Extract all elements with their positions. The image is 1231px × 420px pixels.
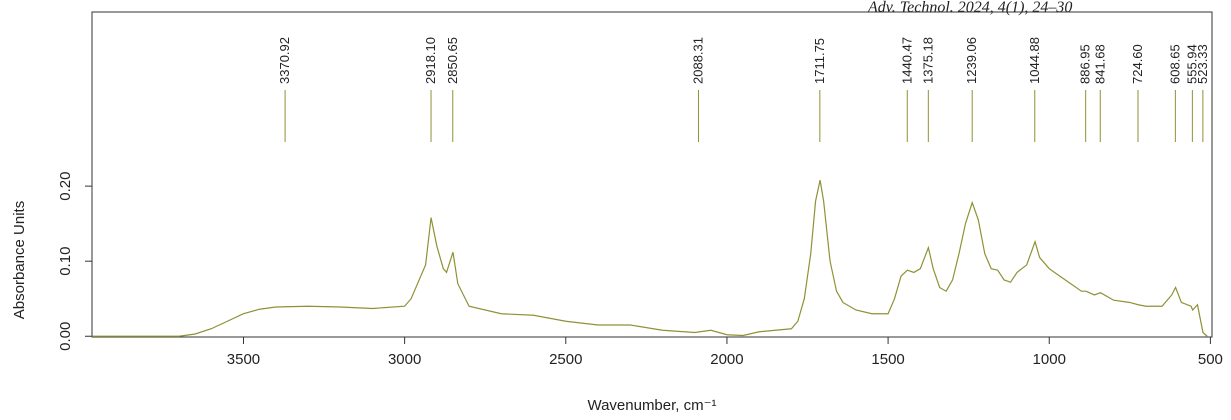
x-tick-label: 1000 [1033, 351, 1066, 368]
peak-label: 2088.31 [690, 37, 705, 84]
y-tick-label: 0.10 [57, 247, 74, 276]
y-tick-label: 0.20 [57, 172, 74, 201]
y-tick-label: 0.00 [57, 322, 74, 351]
peak-label: 555.94 [1184, 44, 1199, 84]
peak-label: 523.33 [1195, 44, 1210, 84]
x-tick-label: 500 [1198, 351, 1223, 368]
peak-label: 724.60 [1130, 44, 1145, 84]
x-tick-label: 1500 [871, 351, 904, 368]
peak-label: 2918.10 [423, 37, 438, 84]
x-tick-label: 3000 [388, 351, 421, 368]
source: Adv. Technol. 2024, 4(1), 24–30 [867, 0, 1072, 16]
peak-label: 1711.75 [812, 38, 827, 84]
x-tick-label: 2000 [710, 351, 743, 368]
x-axis-label: Wavenumber, cm⁻¹ [587, 397, 716, 414]
peak-label: 1375.18 [920, 37, 935, 84]
spectrum-line [92, 180, 1208, 337]
peak-label: 1440.47 [899, 37, 914, 84]
peak-label: 608.65 [1167, 44, 1182, 84]
x-tick-label: 3500 [227, 351, 260, 368]
x-tick-label: 2500 [549, 351, 582, 368]
peak-label: 2850.65 [445, 37, 460, 84]
peak-label: 3370.92 [277, 37, 292, 84]
peak-label: 1239.06 [964, 37, 979, 84]
y-axis-label: Absorbance Units [11, 201, 28, 319]
peak-label: 1044.88 [1027, 37, 1042, 84]
plot-frame [91, 11, 1213, 338]
peak-label: 886.95 [1078, 44, 1093, 84]
peak-label: 841.68 [1092, 44, 1107, 84]
